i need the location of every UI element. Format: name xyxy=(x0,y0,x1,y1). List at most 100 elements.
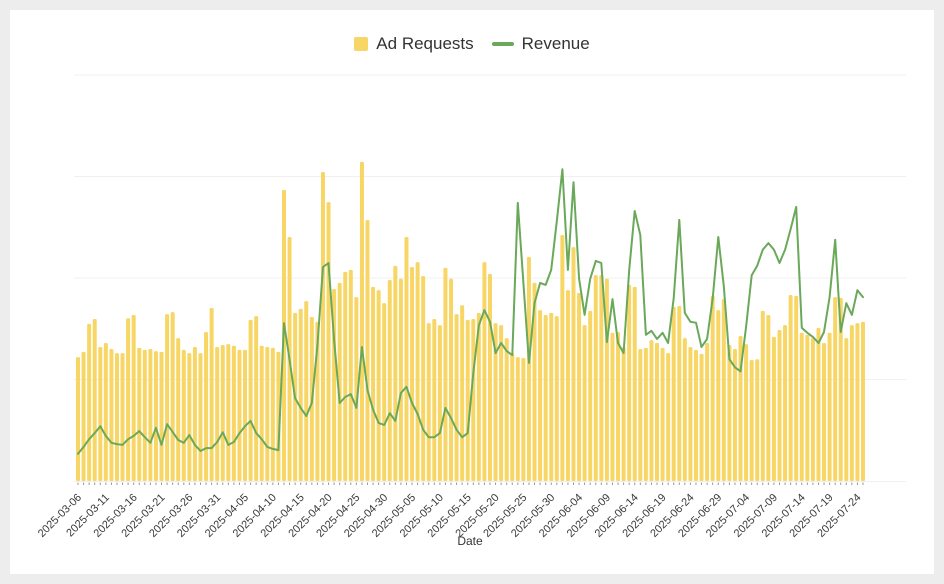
bar-ad-requests[interactable] xyxy=(643,347,648,481)
bar-ad-requests[interactable] xyxy=(204,331,209,481)
chart-canvas[interactable]: 2025-03-062025-03-112025-03-162025-03-21… xyxy=(10,10,934,574)
bar-ad-requests[interactable] xyxy=(738,336,743,481)
bar-ad-requests[interactable] xyxy=(482,262,487,481)
bar-ad-requests[interactable] xyxy=(660,347,665,481)
bar-ad-requests[interactable] xyxy=(565,290,570,481)
bar-ad-requests[interactable] xyxy=(627,284,632,481)
bar-ad-requests[interactable] xyxy=(343,271,348,481)
bar-ad-requests[interactable] xyxy=(554,316,559,481)
bar-ad-requests[interactable] xyxy=(159,351,164,481)
bar-ad-requests[interactable] xyxy=(682,338,687,481)
bar-ad-requests[interactable] xyxy=(109,349,114,481)
bar-ad-requests[interactable] xyxy=(215,347,220,481)
bar-ad-requests[interactable] xyxy=(666,353,671,481)
bar-ad-requests[interactable] xyxy=(148,349,153,481)
bar-ad-requests[interactable] xyxy=(655,342,660,481)
bar-ad-requests[interactable] xyxy=(220,344,225,481)
bar-ad-requests[interactable] xyxy=(816,327,821,481)
bar-ad-requests[interactable] xyxy=(198,353,203,481)
bar-ad-requests[interactable] xyxy=(415,262,420,481)
bar-ad-requests[interactable] xyxy=(320,172,325,481)
bar-ad-requests[interactable] xyxy=(443,267,448,481)
bar-ad-requests[interactable] xyxy=(259,345,264,481)
bar-ad-requests[interactable] xyxy=(426,323,431,481)
bar-ad-requests[interactable] xyxy=(265,347,270,481)
bar-ad-requests[interactable] xyxy=(465,319,470,481)
bar-ad-requests[interactable] xyxy=(410,267,415,481)
bar-ad-requests[interactable] xyxy=(538,310,543,481)
bar-ad-requests[interactable] xyxy=(92,319,97,481)
bar-ad-requests[interactable] xyxy=(777,329,782,481)
bar-ad-requests[interactable] xyxy=(137,347,142,481)
bar-ad-requests[interactable] xyxy=(209,308,214,481)
revenue-line[interactable] xyxy=(77,168,864,455)
bar-ad-requests[interactable] xyxy=(833,297,838,481)
bar-ad-requests[interactable] xyxy=(493,323,498,481)
bar-ad-requests[interactable] xyxy=(855,323,860,481)
bar-ad-requests[interactable] xyxy=(387,280,392,481)
bar-ad-requests[interactable] xyxy=(621,347,626,481)
bar-ad-requests[interactable] xyxy=(404,236,409,481)
bar-ad-requests[interactable] xyxy=(449,278,454,481)
bar-ad-requests[interactable] xyxy=(504,338,509,481)
bar-ad-requests[interactable] xyxy=(398,278,403,481)
bar-ad-requests[interactable] xyxy=(371,286,376,481)
bar-ad-requests[interactable] xyxy=(732,349,737,481)
bar-ad-requests[interactable] xyxy=(543,314,548,481)
bar-ad-requests[interactable] xyxy=(471,319,476,481)
bar-ad-requests[interactable] xyxy=(822,342,827,481)
bar-ad-requests[interactable] xyxy=(688,347,693,481)
bar-ad-requests[interactable] xyxy=(487,273,492,481)
bar-ad-requests[interactable] xyxy=(716,310,721,481)
bar-ad-requests[interactable] xyxy=(844,338,849,481)
bar-ad-requests[interactable] xyxy=(192,347,197,481)
bar-ad-requests[interactable] xyxy=(771,336,776,481)
bar-ad-requests[interactable] xyxy=(710,295,715,481)
bar-ad-requests[interactable] xyxy=(476,312,481,481)
bar-ad-requests[interactable] xyxy=(131,314,136,481)
legend-item-revenue[interactable]: Revenue xyxy=(491,34,590,54)
bar-ad-requests[interactable] xyxy=(783,325,788,481)
bar-ad-requests[interactable] xyxy=(432,319,437,481)
bar-ad-requests[interactable] xyxy=(577,293,582,481)
bar-ad-requests[interactable] xyxy=(588,310,593,481)
bar-ad-requests[interactable] xyxy=(693,349,698,481)
bar-ad-requests[interactable] xyxy=(838,297,843,481)
bar-ad-requests[interactable] xyxy=(153,351,158,481)
bar-ad-requests[interactable] xyxy=(749,360,754,481)
bar-ad-requests[interactable] xyxy=(120,353,125,481)
bar-ad-requests[interactable] xyxy=(671,306,676,481)
bar-ad-requests[interactable] xyxy=(649,340,654,481)
bar-ad-requests[interactable] xyxy=(766,314,771,481)
bar-ad-requests[interactable] xyxy=(755,359,760,481)
bar-ad-requests[interactable] xyxy=(254,316,259,481)
bar-ad-requests[interactable] xyxy=(521,357,526,481)
bar-ad-requests[interactable] xyxy=(632,286,637,481)
bar-ad-requests[interactable] xyxy=(226,344,231,481)
bar-ad-requests[interactable] xyxy=(760,310,765,481)
bar-ad-requests[interactable] xyxy=(788,295,793,481)
bar-ad-requests[interactable] xyxy=(270,347,275,481)
bar-ad-requests[interactable] xyxy=(805,334,810,481)
bar-ad-requests[interactable] xyxy=(354,297,359,481)
bar-ad-requests[interactable] xyxy=(526,256,531,481)
bar-ad-requests[interactable] xyxy=(170,312,175,481)
bar-ad-requests[interactable] xyxy=(348,269,353,481)
bar-ad-requests[interactable] xyxy=(421,275,426,481)
bar-ad-requests[interactable] xyxy=(599,275,604,481)
bar-ad-requests[interactable] xyxy=(176,338,181,481)
bar-ad-requests[interactable] xyxy=(337,282,342,481)
bar-ad-requests[interactable] xyxy=(437,325,442,481)
bar-ad-requests[interactable] xyxy=(243,349,248,481)
bar-ad-requests[interactable] xyxy=(231,345,236,481)
bar-ad-requests[interactable] xyxy=(326,202,331,481)
bar-ad-requests[interactable] xyxy=(610,332,615,481)
bar-ad-requests[interactable] xyxy=(677,306,682,481)
bar-ad-requests[interactable] xyxy=(571,247,576,481)
bar-ad-requests[interactable] xyxy=(187,353,192,481)
bar-ad-requests[interactable] xyxy=(248,319,253,481)
bar-ad-requests[interactable] xyxy=(126,318,131,481)
bar-ad-requests[interactable] xyxy=(721,299,726,481)
bar-ad-requests[interactable] xyxy=(827,332,832,481)
bar-ad-requests[interactable] xyxy=(582,325,587,481)
